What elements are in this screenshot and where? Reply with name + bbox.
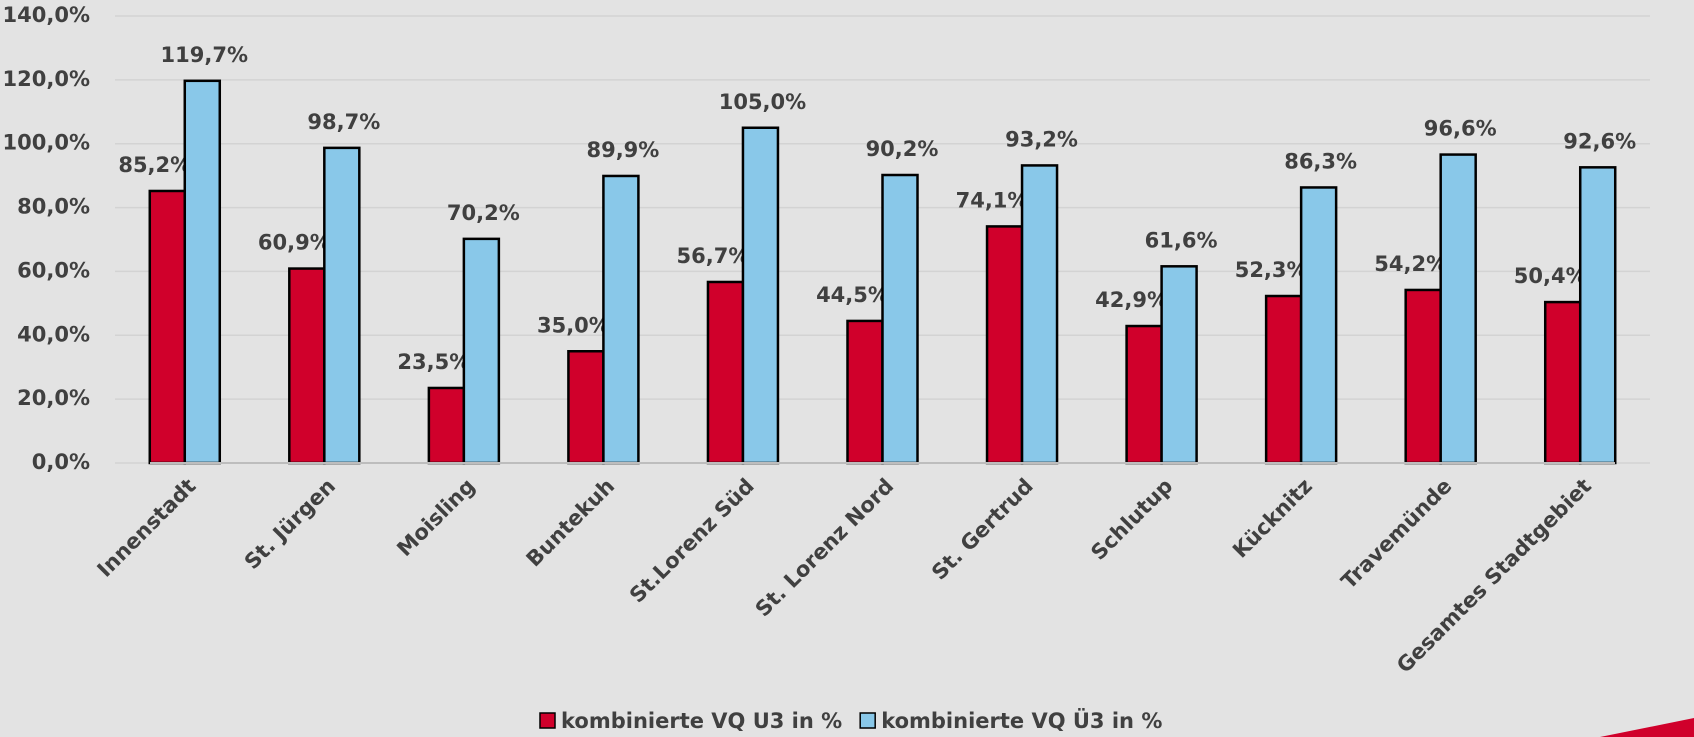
- bar: [323, 146, 361, 465]
- bar: [1264, 294, 1303, 465]
- data-label: 52,3%: [1235, 258, 1308, 282]
- data-label: 35,0%: [537, 313, 610, 337]
- bar: [1578, 166, 1617, 465]
- data-label: 85,2%: [118, 153, 191, 177]
- data-label: 44,5%: [816, 283, 889, 307]
- data-label: 50,4%: [1514, 264, 1587, 288]
- legend-label: kombinierte VQ Ü3 in %: [881, 708, 1162, 733]
- data-label: 86,3%: [1284, 149, 1357, 173]
- bar: [567, 350, 605, 465]
- data-label: 90,2%: [866, 137, 939, 161]
- bar: [1404, 288, 1442, 465]
- bar: [706, 280, 745, 465]
- data-label: 23,5%: [397, 350, 470, 374]
- y-tick-label: 120,0%: [3, 67, 90, 91]
- legend-swatch: [859, 712, 876, 729]
- data-label: 119,7%: [161, 43, 248, 67]
- bar: [148, 189, 187, 465]
- y-tick-label: 40,0%: [17, 322, 90, 346]
- data-label: 96,6%: [1424, 117, 1497, 141]
- data-label: 89,9%: [586, 138, 659, 162]
- legend-label: kombinierte VQ U3 in %: [561, 709, 842, 733]
- bar: [1439, 153, 1477, 465]
- data-label: 54,2%: [1374, 252, 1447, 276]
- bar: [288, 267, 326, 465]
- y-tick-label: 20,0%: [17, 386, 90, 410]
- bar: [602, 174, 640, 465]
- bar: [741, 126, 780, 465]
- bar: [462, 237, 501, 465]
- bar: [1160, 265, 1198, 465]
- bar: [1543, 300, 1582, 465]
- bar: [846, 319, 884, 465]
- data-label: 60,9%: [258, 231, 331, 255]
- data-label: 98,7%: [307, 110, 380, 134]
- legend-swatch: [539, 712, 556, 729]
- data-label: 42,9%: [1095, 288, 1168, 312]
- bar: [1125, 324, 1163, 465]
- decoration: [1600, 718, 1694, 737]
- bar: [427, 386, 466, 465]
- data-label: 74,1%: [956, 188, 1029, 212]
- bar: [183, 79, 222, 465]
- y-tick-label: 140,0%: [3, 3, 90, 27]
- bar: [985, 225, 1024, 465]
- y-tick-label: 60,0%: [17, 258, 90, 282]
- y-tick-label: 80,0%: [17, 195, 90, 219]
- data-label: 105,0%: [719, 90, 806, 114]
- data-label: 61,6%: [1145, 228, 1218, 252]
- bar: [1020, 164, 1059, 465]
- bar: [881, 173, 919, 465]
- y-tick-label: 0,0%: [32, 450, 90, 474]
- data-label: 93,2%: [1005, 127, 1078, 151]
- data-label: 70,2%: [447, 201, 520, 225]
- data-label: 92,6%: [1563, 129, 1636, 153]
- bar: [1299, 186, 1338, 465]
- data-label: 56,7%: [677, 244, 750, 268]
- y-tick-label: 100,0%: [3, 131, 90, 155]
